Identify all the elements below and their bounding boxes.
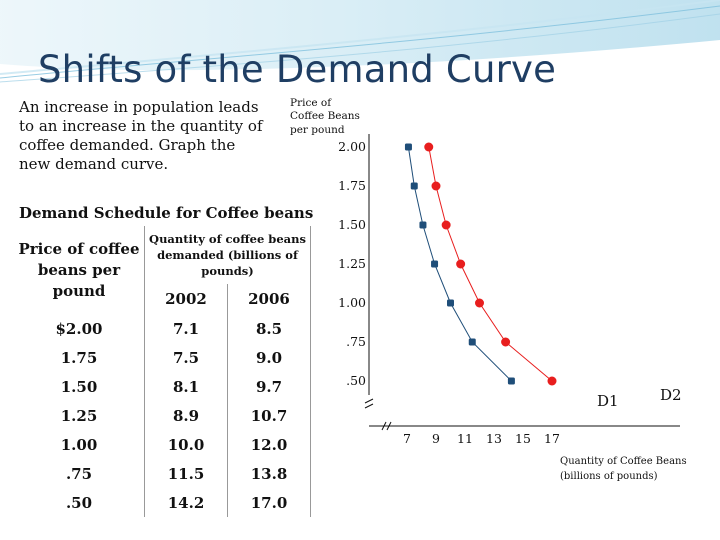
quantity-2002-cell: 14.2 <box>144 488 228 517</box>
x-tick-label: 9 <box>432 431 440 446</box>
x-axis-break-mark <box>381 421 387 431</box>
quantity-2006-cell: 13.8 <box>227 459 311 488</box>
quantity-2002-cell: 11.5 <box>144 459 228 488</box>
quantity-2002-cell: 10.0 <box>144 430 228 459</box>
intro-text: An increase in population leads to an in… <box>19 98 263 173</box>
year-2002-header: 2002 <box>144 284 228 314</box>
y-tick-label: 1.25 <box>338 256 366 271</box>
y-axis-break-mark <box>364 403 374 409</box>
year-2006-header: 2006 <box>227 284 311 314</box>
x-tick-label: 11 <box>457 431 473 446</box>
data-point-d2 <box>501 337 511 347</box>
table-row: 1.75 7.5 9.0 <box>14 343 311 372</box>
quantity-2006-cell: 9.7 <box>227 372 311 401</box>
quantity-2002-cell: 7.5 <box>144 343 228 372</box>
price-cell: .75 <box>65 464 93 483</box>
price-cell: 1.50 <box>60 377 98 396</box>
table-row: 1.25 8.9 10.7 <box>14 401 311 430</box>
demand-schedule-table: Price of coffee beans per pound Quantity… <box>14 226 311 517</box>
series-label-d1: D1 <box>597 392 619 410</box>
y-tick-label: 1.00 <box>338 295 366 310</box>
data-point-d1 <box>431 260 439 268</box>
data-point-d2 <box>547 376 557 386</box>
y-axis-title-line: per pound <box>290 124 345 136</box>
series-line-d2 <box>428 146 553 382</box>
price-cell: 1.75 <box>60 348 98 367</box>
quantity-header: Quantity of coffee beans demanded (billi… <box>144 226 311 284</box>
data-point-d2 <box>431 181 441 191</box>
y-tick-label: 1.75 <box>338 178 366 193</box>
quantity-2006-cell: 17.0 <box>227 488 311 517</box>
table-row: .75 11.5 13.8 <box>14 459 311 488</box>
data-point-d1 <box>468 338 476 346</box>
data-point-d1 <box>447 299 454 307</box>
data-point-d1 <box>404 143 412 151</box>
schedule-title: Demand Schedule for Coffee beans <box>19 204 314 222</box>
y-tick-label: 2.00 <box>338 139 366 154</box>
x-tick-label: 13 <box>486 431 502 446</box>
quantity-2002-cell: 7.1 <box>144 314 228 343</box>
table-row: .50 14.2 17.0 <box>14 488 311 517</box>
quantity-2002-cell: 8.1 <box>144 372 228 401</box>
data-point-d2 <box>441 220 451 230</box>
year-header-row: 2002 2006 <box>14 284 311 314</box>
price-cell: $2.00 <box>55 319 103 338</box>
price-cell: .50 <box>65 493 93 512</box>
table-header-row: Price of coffee beans per pound Quantity… <box>14 226 311 300</box>
data-point-d2 <box>424 142 434 152</box>
x-tick-label: 7 <box>403 431 411 446</box>
x-axis-break-mark <box>386 421 392 431</box>
data-point-d1 <box>410 182 418 190</box>
data-point-d1 <box>507 377 515 385</box>
quantity-2006-cell: 8.5 <box>227 314 311 343</box>
quantity-2002-cell: 8.9 <box>144 401 228 430</box>
x-tick-label: 15 <box>515 431 531 446</box>
price-cell: 1.25 <box>60 406 98 425</box>
x-tick-label: 17 <box>544 431 560 446</box>
y-tick-label: .75 <box>346 334 366 349</box>
y-axis-title-line: Coffee Beans <box>290 110 360 122</box>
x-axis-title-line: Quantity of Coffee Beans <box>560 456 687 467</box>
series-label-d2: D2 <box>660 386 682 404</box>
y-axis-title-line: Price of <box>290 97 332 109</box>
data-point-d2 <box>456 259 466 269</box>
price-cell: 1.00 <box>60 435 98 454</box>
y-tick-label: .50 <box>346 373 366 388</box>
data-point-d1 <box>419 221 427 229</box>
table-row: 1.50 8.1 9.7 <box>14 372 311 401</box>
demand-curve-chart: Price of Coffee Beans per pound 2.00 1.75… <box>290 97 687 482</box>
data-point-d2 <box>475 298 484 308</box>
quantity-2006-cell: 10.7 <box>227 401 311 430</box>
slide-title: Shifts of the Demand Curve <box>38 48 557 91</box>
x-axis-title-line: (billions of pounds) <box>560 471 658 482</box>
header-decoration <box>0 0 720 83</box>
y-tick-label: 1.50 <box>338 217 366 232</box>
quantity-2006-cell: 12.0 <box>227 430 311 459</box>
price-header: Price of coffee beans per pound <box>18 239 140 300</box>
y-axis-break-mark <box>364 398 374 404</box>
quantity-2006-cell: 9.0 <box>227 343 311 372</box>
table-row: 1.00 10.0 12.0 <box>14 430 311 459</box>
table-row: $2.00 7.1 8.5 <box>14 314 311 343</box>
